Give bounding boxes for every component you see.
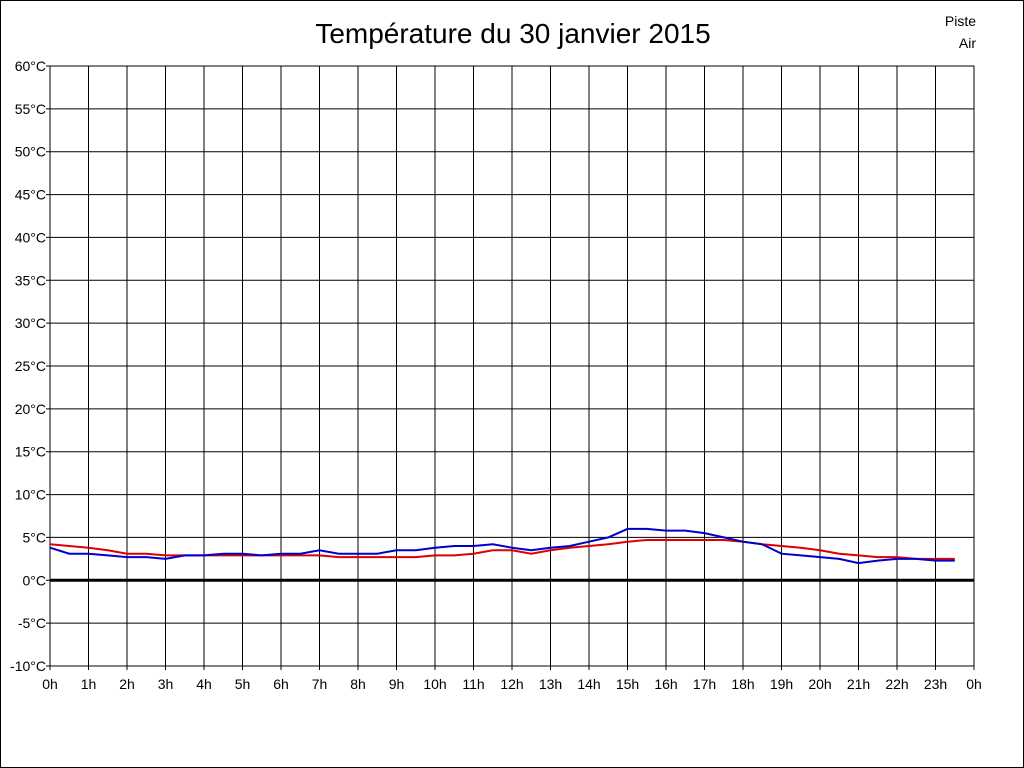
plot-area-border [49,65,975,667]
x-tick-label: 7h [312,676,328,692]
series-line-air [49,527,955,565]
x-tick-label: 9h [389,676,405,692]
series-line-piste [49,539,955,560]
tick-labels: 0h 1h 2h 3h 4h 5h 6h 7h 8h 9h 10h 11h 12h 13h 14h 15h 16… [10,58,982,692]
x-tick-label: 19h [770,676,793,692]
y-tick-label: 25°C [15,358,46,374]
x-tick-label: 0h [42,676,58,692]
axes [49,65,975,667]
y-tick-label: 45°C [15,187,46,203]
x-tick-label: 16h [654,676,677,692]
y-tick-label: 15°C [15,444,46,460]
x-tick-label: 21h [847,676,870,692]
x-tick-label: 14h [577,676,600,692]
x-tick-label: 13h [539,676,562,692]
legend-piste: Piste [944,13,976,29]
series [49,527,955,565]
x-tick-label: 4h [196,676,212,692]
y-tick-label: 35°C [15,272,46,288]
x-tick-label: 22h [885,676,908,692]
x-tick-label: 6h [273,676,289,692]
y-tick-label: -5°C [18,615,46,631]
x-tick-label: 10h [423,676,446,692]
x-tick-label: 15h [616,676,639,692]
y-tick-label: -10°C [10,658,46,674]
y-tick-label: 50°C [15,144,46,160]
y-tick-label: 5°C [23,529,47,545]
x-tick-label: 11h [462,676,484,692]
y-tick-label: 20°C [15,401,46,417]
y-tick-label: 55°C [15,101,46,117]
x-tick-label: 8h [350,676,366,692]
x-tick-label: 17h [693,676,716,692]
x-tick-label: 20h [808,676,831,692]
x-tick-label: 0h [966,676,982,692]
x-tick-label: 1h [81,676,97,692]
legend-air: Air [958,35,976,51]
x-tick-label: 23h [924,676,947,692]
y-tick-label: 0°C [23,572,47,588]
y-tick-label: 30°C [15,315,46,331]
x-tick-label: 2h [119,676,135,692]
chart-title: Température du 30 janvier 2015 [315,18,711,49]
x-tick-label: 18h [731,676,754,692]
x-tick-label: 3h [158,676,174,692]
y-tick-label: 60°C [15,58,46,74]
y-tick-label: 40°C [15,229,46,245]
y-tick-label: 10°C [15,487,46,503]
x-tick-label: 12h [500,676,523,692]
x-tick-label: 5h [235,676,251,692]
